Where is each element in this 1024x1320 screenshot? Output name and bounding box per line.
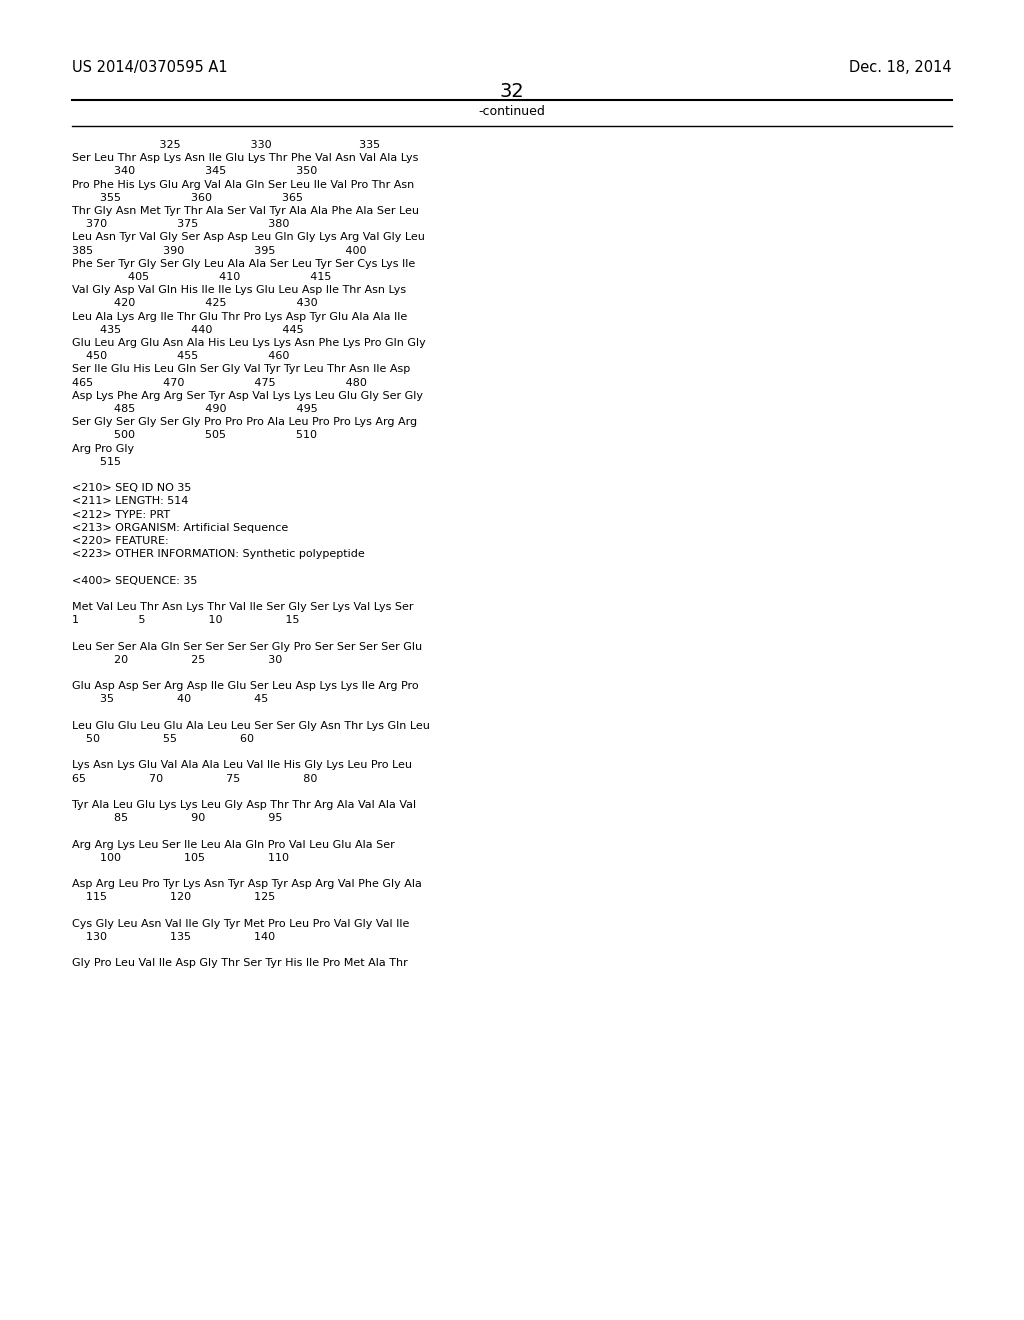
Text: <210> SEQ ID NO 35: <210> SEQ ID NO 35 (72, 483, 191, 494)
Text: Ser Ile Glu His Leu Gln Ser Gly Val Tyr Tyr Leu Thr Asn Ile Asp: Ser Ile Glu His Leu Gln Ser Gly Val Tyr … (72, 364, 411, 375)
Text: 20                  25                  30: 20 25 30 (72, 655, 283, 665)
Text: Dec. 18, 2014: Dec. 18, 2014 (849, 59, 952, 75)
Text: Leu Ser Ser Ala Gln Ser Ser Ser Ser Gly Pro Ser Ser Ser Ser Glu: Leu Ser Ser Ala Gln Ser Ser Ser Ser Gly … (72, 642, 422, 652)
Text: Thr Gly Asn Met Tyr Thr Ala Ser Val Tyr Ala Ala Phe Ala Ser Leu: Thr Gly Asn Met Tyr Thr Ala Ser Val Tyr … (72, 206, 419, 216)
Text: Tyr Ala Leu Glu Lys Lys Leu Gly Asp Thr Thr Arg Ala Val Ala Val: Tyr Ala Leu Glu Lys Lys Leu Gly Asp Thr … (72, 800, 416, 810)
Text: Met Val Leu Thr Asn Lys Thr Val Ile Ser Gly Ser Lys Val Lys Ser: Met Val Leu Thr Asn Lys Thr Val Ile Ser … (72, 602, 414, 612)
Text: Gly Pro Leu Val Ile Asp Gly Thr Ser Tyr His Ile Pro Met Ala Thr: Gly Pro Leu Val Ile Asp Gly Thr Ser Tyr … (72, 958, 408, 969)
Text: 450                    455                    460: 450 455 460 (72, 351, 290, 362)
Text: Arg Pro Gly: Arg Pro Gly (72, 444, 134, 454)
Text: <223> OTHER INFORMATION: Synthetic polypeptide: <223> OTHER INFORMATION: Synthetic polyp… (72, 549, 365, 560)
Text: Glu Leu Arg Glu Asn Ala His Leu Lys Lys Asn Phe Lys Pro Gln Gly: Glu Leu Arg Glu Asn Ala His Leu Lys Lys … (72, 338, 426, 348)
Text: Pro Phe His Lys Glu Arg Val Ala Gln Ser Leu Ile Val Pro Thr Asn: Pro Phe His Lys Glu Arg Val Ala Gln Ser … (72, 180, 415, 190)
Text: Cys Gly Leu Asn Val Ile Gly Tyr Met Pro Leu Pro Val Gly Val Ile: Cys Gly Leu Asn Val Ile Gly Tyr Met Pro … (72, 919, 410, 929)
Text: 405                    410                    415: 405 410 415 (72, 272, 332, 282)
Text: <220> FEATURE:: <220> FEATURE: (72, 536, 169, 546)
Text: 130                  135                  140: 130 135 140 (72, 932, 275, 942)
Text: 340                    345                    350: 340 345 350 (72, 166, 317, 177)
Text: Phe Ser Tyr Gly Ser Gly Leu Ala Ala Ser Leu Tyr Ser Cys Lys Ile: Phe Ser Tyr Gly Ser Gly Leu Ala Ala Ser … (72, 259, 416, 269)
Text: 1                 5                  10                  15: 1 5 10 15 (72, 615, 299, 626)
Text: 420                    425                    430: 420 425 430 (72, 298, 317, 309)
Text: -continued: -continued (478, 106, 546, 117)
Text: Asp Lys Phe Arg Arg Ser Tyr Asp Val Lys Lys Leu Glu Gly Ser Gly: Asp Lys Phe Arg Arg Ser Tyr Asp Val Lys … (72, 391, 423, 401)
Text: Asp Arg Leu Pro Tyr Lys Asn Tyr Asp Tyr Asp Arg Val Phe Gly Ala: Asp Arg Leu Pro Tyr Lys Asn Tyr Asp Tyr … (72, 879, 422, 890)
Text: 100                  105                  110: 100 105 110 (72, 853, 289, 863)
Text: 435                    440                    445: 435 440 445 (72, 325, 304, 335)
Text: 385                    390                    395                    400: 385 390 395 400 (72, 246, 367, 256)
Text: Leu Glu Glu Leu Glu Ala Leu Leu Ser Ser Gly Asn Thr Lys Gln Leu: Leu Glu Glu Leu Glu Ala Leu Leu Ser Ser … (72, 721, 430, 731)
Text: 85                  90                  95: 85 90 95 (72, 813, 283, 824)
Text: 370                    375                    380: 370 375 380 (72, 219, 290, 230)
Text: 35                  40                  45: 35 40 45 (72, 694, 268, 705)
Text: Leu Asn Tyr Val Gly Ser Asp Asp Leu Gln Gly Lys Arg Val Gly Leu: Leu Asn Tyr Val Gly Ser Asp Asp Leu Gln … (72, 232, 425, 243)
Text: US 2014/0370595 A1: US 2014/0370595 A1 (72, 59, 227, 75)
Text: <212> TYPE: PRT: <212> TYPE: PRT (72, 510, 170, 520)
Text: 355                    360                    365: 355 360 365 (72, 193, 303, 203)
Text: 515: 515 (72, 457, 121, 467)
Text: Glu Asp Asp Ser Arg Asp Ile Glu Ser Leu Asp Lys Lys Ile Arg Pro: Glu Asp Asp Ser Arg Asp Ile Glu Ser Leu … (72, 681, 419, 692)
Text: 65                  70                  75                  80: 65 70 75 80 (72, 774, 317, 784)
Text: <400> SEQUENCE: 35: <400> SEQUENCE: 35 (72, 576, 198, 586)
Text: <213> ORGANISM: Artificial Sequence: <213> ORGANISM: Artificial Sequence (72, 523, 288, 533)
Text: 500                    505                    510: 500 505 510 (72, 430, 317, 441)
Text: Leu Ala Lys Arg Ile Thr Glu Thr Pro Lys Asp Tyr Glu Ala Ala Ile: Leu Ala Lys Arg Ile Thr Glu Thr Pro Lys … (72, 312, 408, 322)
Text: 485                    490                    495: 485 490 495 (72, 404, 317, 414)
Text: Arg Arg Lys Leu Ser Ile Leu Ala Gln Pro Val Leu Glu Ala Ser: Arg Arg Lys Leu Ser Ile Leu Ala Gln Pro … (72, 840, 394, 850)
Text: 32: 32 (500, 82, 524, 102)
Text: <211> LENGTH: 514: <211> LENGTH: 514 (72, 496, 188, 507)
Text: 50                  55                  60: 50 55 60 (72, 734, 254, 744)
Text: Ser Leu Thr Asp Lys Asn Ile Glu Lys Thr Phe Val Asn Val Ala Lys: Ser Leu Thr Asp Lys Asn Ile Glu Lys Thr … (72, 153, 419, 164)
Text: Ser Gly Ser Gly Ser Gly Pro Pro Pro Ala Leu Pro Pro Lys Arg Arg: Ser Gly Ser Gly Ser Gly Pro Pro Pro Ala … (72, 417, 417, 428)
Text: Val Gly Asp Val Gln His Ile Ile Lys Glu Leu Asp Ile Thr Asn Lys: Val Gly Asp Val Gln His Ile Ile Lys Glu … (72, 285, 407, 296)
Text: 325                    330                         335: 325 330 335 (72, 140, 380, 150)
Text: 115                  120                  125: 115 120 125 (72, 892, 275, 903)
Text: Lys Asn Lys Glu Val Ala Ala Leu Val Ile His Gly Lys Leu Pro Leu: Lys Asn Lys Glu Val Ala Ala Leu Val Ile … (72, 760, 412, 771)
Text: 465                    470                    475                    480: 465 470 475 480 (72, 378, 367, 388)
